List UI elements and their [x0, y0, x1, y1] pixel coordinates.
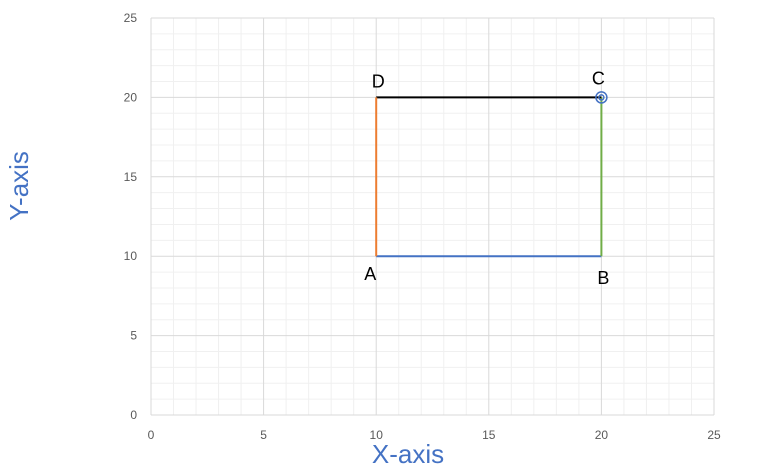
point-label-a: A	[364, 264, 376, 284]
x-tick-label: 5	[260, 428, 267, 442]
y-tick-label: 20	[124, 90, 138, 104]
y-tick-label: 15	[124, 170, 138, 184]
point-label-c: C	[592, 68, 605, 88]
x-tick-label: 20	[595, 428, 609, 442]
y-tick-labels: 0 5 10 15 20 25	[124, 11, 138, 422]
y-tick-label: 25	[124, 11, 138, 25]
y-tick-label: 10	[124, 249, 138, 263]
point-label-d: D	[372, 71, 385, 91]
major-gridlines	[150, 17, 715, 416]
y-tick-label: 5	[130, 329, 137, 343]
point-markers	[595, 91, 608, 104]
shape-segments	[375, 96, 603, 258]
x-tick-labels: 0 5 10 15 20 25	[148, 428, 721, 442]
point-label-b: B	[597, 268, 609, 288]
point-labels: A B C D	[364, 68, 609, 288]
x-tick-label: 10	[370, 428, 384, 442]
x-tick-label: 15	[482, 428, 496, 442]
y-tick-label: 0	[130, 408, 137, 422]
x-tick-label: 0	[148, 428, 155, 442]
x-tick-label: 25	[707, 428, 721, 442]
marker-outer-c	[595, 91, 608, 104]
minor-gridlines	[151, 18, 714, 415]
marker-inner-c	[598, 94, 605, 101]
y-axis-title: Y-axis	[4, 151, 34, 221]
x-axis-title: X-axis	[372, 439, 444, 469]
